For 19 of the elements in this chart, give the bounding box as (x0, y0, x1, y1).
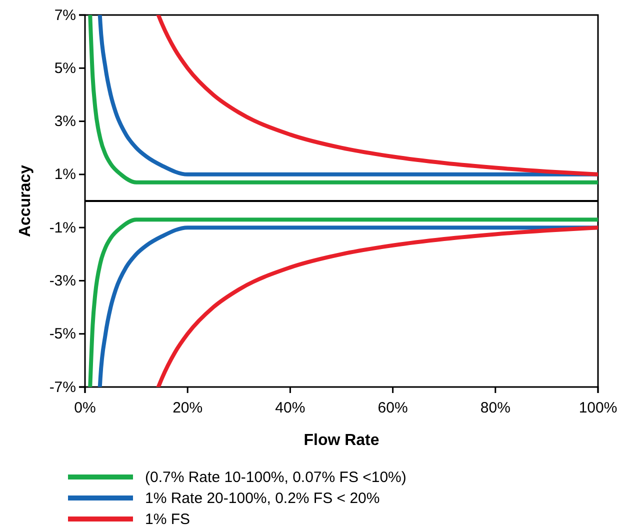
y-tick-label: 7% (54, 6, 76, 24)
legend-label: 1% Rate 20-100%, 0.2% FS < 20% (145, 490, 380, 507)
legend-label: 1% FS (145, 511, 190, 528)
x-tick-label: 60% (378, 400, 408, 416)
x-tick-label: 20% (172, 400, 203, 416)
x-tick-label: 100% (578, 400, 618, 416)
y-tick-label: -7% (49, 378, 76, 396)
y-axis-title: Accuracy (17, 164, 34, 238)
x-tick-label: 0% (74, 400, 96, 416)
y-tick-label: 5% (54, 60, 76, 77)
y-tick-label: -3% (49, 272, 76, 290)
x-tick-label: 40% (275, 400, 306, 416)
x-tick-label: 80% (480, 400, 510, 416)
x-axis-title: Flow Rate (304, 432, 380, 449)
y-tick-label: -1% (49, 219, 76, 236)
y-tick-label: 3% (54, 113, 76, 130)
y-tick-label: 1% (54, 166, 76, 184)
legend-label: (0.7% Rate 10-100%, 0.07% FS <10%) (145, 469, 406, 486)
y-tick-label: -5% (49, 326, 76, 343)
